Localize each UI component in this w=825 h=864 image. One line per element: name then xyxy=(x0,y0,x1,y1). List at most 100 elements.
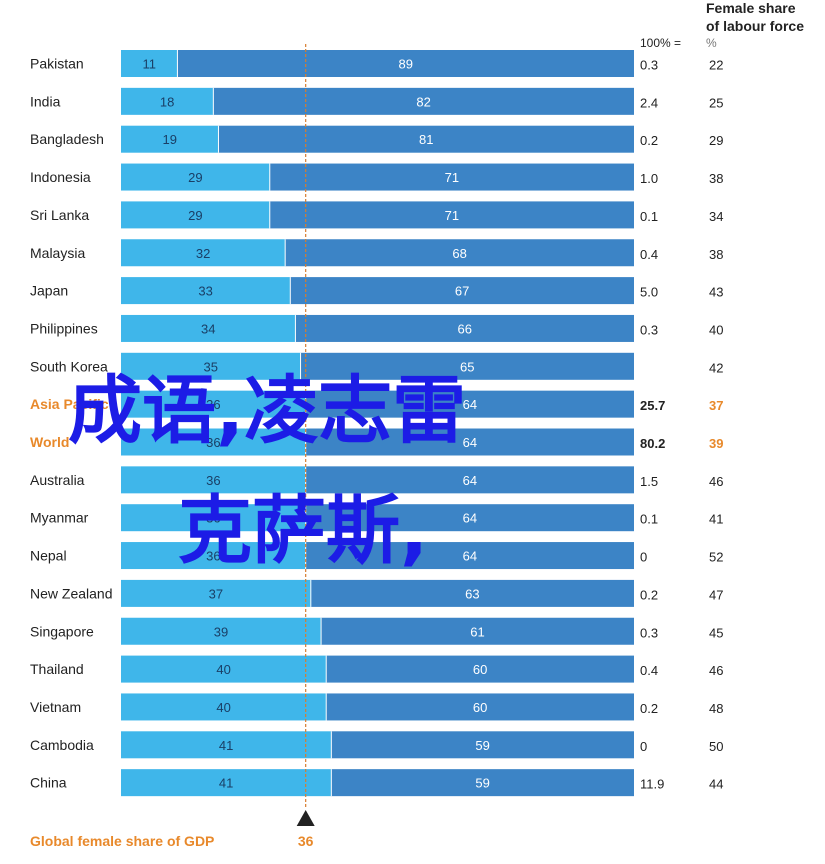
bar-value-label-male: 63 xyxy=(465,586,479,601)
country-label: Bangladesh xyxy=(30,131,104,147)
bar-segment-male xyxy=(331,731,634,759)
bar-segment-female xyxy=(121,239,286,267)
labour-force-value-label: 48 xyxy=(709,701,723,716)
bar-segment-female xyxy=(121,542,306,570)
bar-segment-female xyxy=(121,390,306,418)
bar-value-label-male: 68 xyxy=(452,246,466,261)
bar-value-label-male: 65 xyxy=(460,359,474,374)
gdp-value-label: 5.0 xyxy=(640,285,658,300)
bar-value-label-male: 64 xyxy=(463,473,477,488)
labour-force-title-line2: of labour force xyxy=(706,18,804,34)
labour-force-value-label: 22 xyxy=(709,58,723,73)
bar-value-label-female: 29 xyxy=(188,208,202,223)
bar-value-label-female: 19 xyxy=(163,132,177,147)
gdp-column-header: 100% = xyxy=(640,36,681,50)
bar-value-label-female: 35 xyxy=(204,359,218,374)
overlay-watermark: 成语,凌志雷 克萨斯, xyxy=(68,368,466,574)
labour-force-value-label: 43 xyxy=(709,285,723,300)
bar-value-label-male: 71 xyxy=(445,170,459,185)
bar-segment-male xyxy=(269,201,634,229)
chart-row: Japan 33 67 5.0 43 xyxy=(30,277,723,305)
column-headers: Female share of labour force 100% = % xyxy=(640,0,804,50)
bar-segment-male xyxy=(285,239,634,267)
labour-force-value-label: 25 xyxy=(709,95,723,110)
labour-force-value-label: 29 xyxy=(709,133,723,148)
country-label: New Zealand xyxy=(30,585,113,601)
chart-row: Pakistan 11 89 0.3 22 xyxy=(30,50,723,77)
bar-value-label-male: 81 xyxy=(419,132,433,147)
bar-value-label-male: 66 xyxy=(457,321,471,336)
bar-segment-male xyxy=(218,125,634,153)
bar-segment-female xyxy=(121,617,322,645)
bar-segment-female xyxy=(121,731,332,759)
chart-row: Philippines 34 66 0.3 40 xyxy=(30,314,723,342)
country-label: World xyxy=(30,434,69,450)
bar-value-label-female: 40 xyxy=(216,700,230,715)
country-label: Japan xyxy=(30,283,68,299)
bar-segment-female xyxy=(121,579,311,607)
country-label: Australia xyxy=(30,472,85,488)
country-label: India xyxy=(30,93,61,109)
country-label: Myanmar xyxy=(30,510,89,526)
chart-row: Cambodia 41 59 0 50 xyxy=(30,731,723,759)
bar-segment-male xyxy=(305,390,634,418)
gdp-value-label: 2.4 xyxy=(640,95,658,110)
labour-force-value-label: 38 xyxy=(709,247,723,262)
bar-value-label-female: 41 xyxy=(219,776,233,791)
gdp-value-label: 0.3 xyxy=(640,58,658,73)
bar-segment-male xyxy=(295,314,634,342)
chart-row: Singapore 39 61 0.3 45 xyxy=(30,617,723,645)
bar-value-label-male: 64 xyxy=(463,435,477,450)
bar-value-label-female: 32 xyxy=(196,246,210,261)
bar-segment-male xyxy=(290,277,634,305)
bar-segment-female xyxy=(121,769,332,797)
bar-segment-female xyxy=(121,504,306,532)
bar-segment-male xyxy=(305,542,634,570)
bar-value-label-male: 60 xyxy=(473,700,487,715)
chart-rows: Pakistan 11 89 0.3 22 India 18 82 2.4 25 Banglades… xyxy=(30,50,723,797)
bar-segment-female xyxy=(121,163,270,191)
chart-row: Australia 36 64 1.5 46 xyxy=(30,466,723,494)
bar-segment-male xyxy=(177,50,634,77)
bar-segment-female xyxy=(121,87,214,115)
chart-row: Thailand 40 60 0.4 46 xyxy=(30,655,723,683)
country-label: Asia Pacific xyxy=(30,396,109,412)
bar-value-label-female: 34 xyxy=(201,321,215,336)
bar-segment-female xyxy=(121,277,291,305)
bar-segment-male xyxy=(269,163,634,191)
reference-triangle-marker xyxy=(296,810,315,826)
bar-value-label-female: 36 xyxy=(206,435,220,450)
bar-segment-male xyxy=(326,693,634,721)
gdp-value-label: 0.1 xyxy=(640,512,658,527)
country-label: Cambodia xyxy=(30,737,94,753)
gdp-value-label: 1.0 xyxy=(640,171,658,186)
bar-value-label-female: 36 xyxy=(206,397,220,412)
bar-segment-female xyxy=(121,428,306,456)
chart-row: Asia Pacific 36 64 25.7 37 xyxy=(30,390,723,418)
bar-value-label-male: 67 xyxy=(455,284,469,299)
country-label: Sri Lanka xyxy=(30,207,89,223)
bar-segment-female xyxy=(121,466,306,494)
bar-segment-male xyxy=(305,466,634,494)
chart-row: Nepal 36 64 0 52 xyxy=(30,542,723,570)
bar-segment-female xyxy=(121,125,219,153)
chart-row: New Zealand 37 63 0.2 47 xyxy=(30,579,723,607)
bar-value-label-male: 59 xyxy=(475,738,489,753)
bar-value-label-male: 89 xyxy=(398,57,412,72)
country-label: Philippines xyxy=(30,320,98,336)
labour-force-value-label: 52 xyxy=(709,550,723,565)
labour-force-value-label: 41 xyxy=(709,512,723,527)
gdp-value-label: 0.2 xyxy=(640,701,658,716)
chart-row: South Korea 35 65 42 xyxy=(30,352,723,380)
bar-value-label-male: 64 xyxy=(463,549,477,564)
gdp-value-label: 0.1 xyxy=(640,209,658,224)
bar-value-label-female: 29 xyxy=(188,170,202,185)
labour-force-value-label: 39 xyxy=(709,436,723,451)
chart-row: Vietnam 40 60 0.2 48 xyxy=(30,693,723,721)
chart-row: China 41 59 11.9 44 xyxy=(30,769,723,797)
bar-segment-male xyxy=(331,769,634,797)
bar-segment-male xyxy=(300,352,634,380)
gdp-value-label: 0.3 xyxy=(640,625,658,640)
gdp-value-label: 0.2 xyxy=(640,587,658,602)
labour-force-value-label: 46 xyxy=(709,474,723,489)
